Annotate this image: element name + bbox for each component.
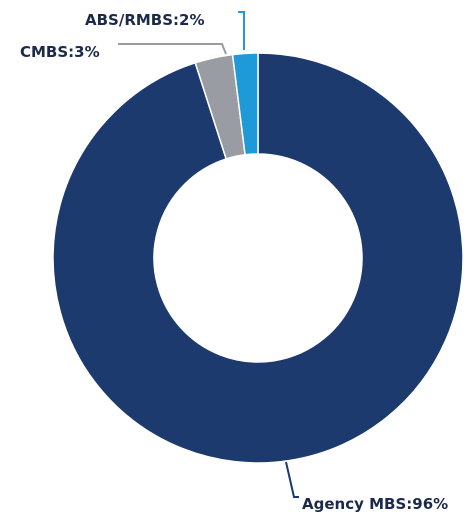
- label-cmbs: CMBS:3%: [20, 43, 100, 61]
- slice-labels: ABS/RMBS:2% CMBS:3% Agency MBS:96%: [20, 11, 448, 513]
- label-abs-rmbs: ABS/RMBS:2%: [85, 11, 205, 29]
- leader-lines: [118, 11, 299, 498]
- label-agency-mbs: Agency MBS:96%: [302, 495, 448, 513]
- leader-cmbs: [118, 43, 227, 55]
- donut-slices: [52, 52, 464, 464]
- leader-abs-rmbs: [238, 11, 245, 50]
- leader-agency-mbs: [285, 461, 299, 498]
- slice-abs-rmbs: [231, 52, 259, 156]
- slice-agency-mbs: [52, 52, 464, 464]
